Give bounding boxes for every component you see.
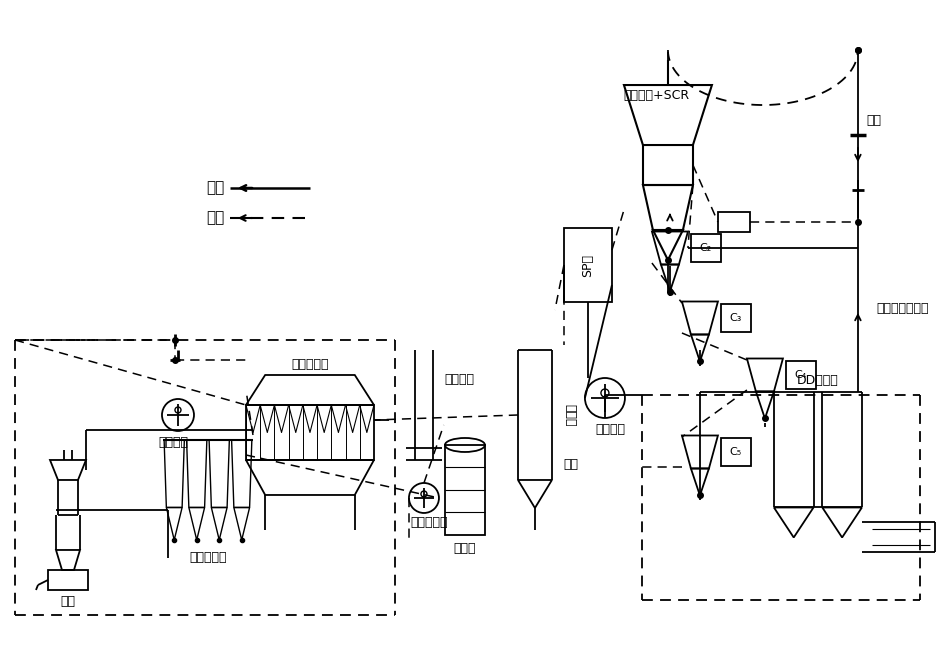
Text: 增湿塔: 增湿塔 [563, 404, 576, 426]
Bar [718, 212, 750, 232]
Text: C₃: C₃ [729, 313, 742, 323]
Bar [721, 304, 751, 332]
Text: 窑尾袋除尘: 窑尾袋除尘 [291, 359, 328, 371]
Text: 湿料: 湿料 [563, 459, 578, 472]
Text: 高温除尘+SCR: 高温除尘+SCR [623, 89, 689, 102]
Text: 高温风机: 高温风机 [595, 424, 625, 436]
Text: SP炉: SP炉 [582, 254, 595, 277]
Text: C₄: C₄ [795, 370, 807, 380]
Text: C₂: C₂ [700, 243, 712, 253]
Bar [564, 228, 612, 302]
Text: 气流: 气流 [207, 210, 225, 225]
Text: 窑尾排风机: 窑尾排风机 [410, 516, 448, 530]
Text: 辊磨: 辊磨 [60, 595, 75, 608]
Bar [445, 445, 485, 535]
Text: 循环风机: 循环风机 [158, 436, 188, 449]
Text: 脱硫塔: 脱硫塔 [454, 543, 476, 555]
Text: 旋风收尘器: 旋风收尘器 [189, 551, 227, 564]
Bar [786, 361, 816, 389]
Text: DD分解炉: DD分解炉 [797, 374, 838, 387]
Bar [691, 234, 721, 262]
Text: 五级旋风预热器: 五级旋风预热器 [876, 302, 929, 315]
Text: C₅: C₅ [730, 447, 742, 457]
Text: 物料: 物料 [207, 181, 225, 196]
Bar [48, 570, 88, 590]
Bar [246, 405, 374, 460]
Bar [721, 438, 751, 466]
Text: 窑尾烟囱: 窑尾烟囱 [444, 373, 474, 386]
Text: 原料: 原料 [866, 114, 881, 127]
